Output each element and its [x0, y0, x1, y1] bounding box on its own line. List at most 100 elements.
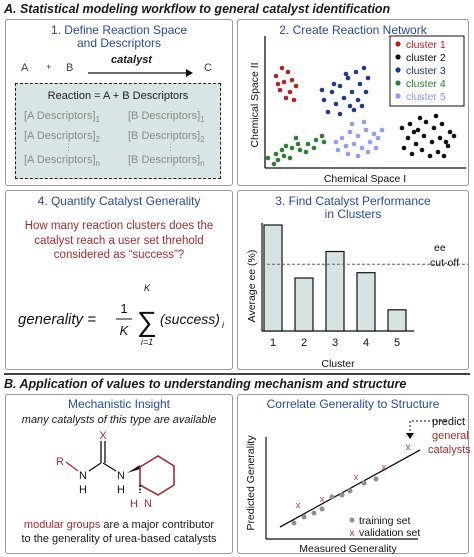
ee-bar-chart: Average ee (%) ee cut-off 1 2 3 4 5 Cluster — [246, 223, 468, 370]
cluster-1-point — [285, 69, 291, 75]
cluster-2-point — [439, 121, 445, 127]
cluster-4-point — [283, 143, 289, 149]
generality-equation: generality = 1 K K ∑ i=1 (success) i — [18, 283, 225, 347]
cluster-5-point — [371, 131, 377, 137]
training-point — [361, 480, 367, 486]
cluster-3-point — [321, 97, 327, 103]
panel-reaction-network: 2. Create Reaction Network Chemical Spac… — [237, 19, 469, 186]
generality-parity-plot: Predicted Generality Measured Generality… — [245, 416, 470, 555]
cluster-3-point — [319, 87, 325, 93]
cutoff-label-cutoff: cut-off — [430, 257, 459, 269]
cluster-4-point — [279, 147, 285, 153]
atom-n3: N — [144, 498, 152, 510]
svg-text:K: K — [144, 283, 151, 293]
a-descriptor-1: [A Descriptors]1 — [24, 110, 100, 125]
cluster-5-point — [375, 135, 381, 141]
atom-r: R — [56, 456, 64, 468]
panel2-title: 2. Create Reaction Network — [279, 23, 427, 37]
section-a-title: A. Statistical modeling workflow to gene… — [4, 2, 391, 16]
svg-text:i=1: i=1 — [141, 337, 153, 347]
cluster-3-point — [331, 81, 337, 87]
b-descriptor-n: [B Descriptors]n — [128, 154, 205, 169]
cluster-5-point — [355, 153, 361, 159]
cluster-4-point — [321, 139, 327, 145]
bar-cluster-1 — [263, 224, 283, 332]
legend-label-cluster-3: cluster 3 — [406, 65, 446, 77]
cluster-2-point — [409, 151, 415, 157]
catalyst-availability-note: many catalysts of this type are availabl… — [21, 414, 217, 426]
cluster-legend — [389, 35, 465, 107]
cluster-1-point — [287, 89, 293, 95]
cluster-3-point — [337, 111, 343, 117]
cluster-3-point — [351, 107, 357, 113]
bar-tick-label-1: 1 — [270, 337, 276, 349]
bar-cluster-3 — [325, 250, 345, 332]
cluster-2-point — [399, 125, 405, 131]
legend-training-marker — [349, 517, 355, 523]
urea-catalyst-structure: R N H X N H H N — [56, 430, 175, 510]
bar-tick-label-3: 3 — [332, 337, 338, 349]
cluster-3-point — [343, 71, 349, 77]
validation-point: x — [320, 494, 325, 504]
cluster-2-point — [407, 121, 413, 127]
atom-n1: N — [79, 470, 87, 482]
bar-tick-label-2: 2 — [301, 337, 307, 349]
cluster-4-point — [289, 145, 295, 151]
training-point — [301, 514, 307, 520]
cluster-2-point — [417, 115, 423, 121]
cluster-4-point — [295, 141, 301, 147]
reaction-arrow-icon — [88, 69, 193, 77]
cluster-4-point — [319, 133, 325, 139]
cluster-5-point — [351, 141, 357, 147]
cluster-2-point — [401, 145, 407, 151]
bar-cluster-2 — [294, 277, 314, 332]
cluster-1-point — [273, 73, 279, 79]
svg-text:i: i — [222, 320, 225, 330]
section-b-title: B. Application of values to understandin… — [4, 377, 407, 391]
training-point — [311, 510, 317, 516]
b-vdots: ⋮ — [166, 142, 175, 152]
cluster-3-point — [353, 69, 359, 75]
legend-validation-label: validation set — [359, 527, 420, 539]
legend-marker-cluster-5 — [395, 93, 401, 99]
panel-quantify-generality: 4. Quantify Catalyst Generality How many… — [5, 190, 233, 370]
cluster-scatter-plot: Chemical Space II Chemical Space I clust… — [249, 35, 466, 185]
cluster-3-point — [325, 109, 331, 115]
cluster-4-point — [281, 153, 287, 159]
cluster-5-point — [349, 121, 355, 127]
validation-point: x — [354, 472, 359, 482]
cluster-2-point — [435, 149, 441, 155]
parity-ylabel: Predicted Generality — [245, 435, 257, 531]
legend-label-cluster-1: cluster 1 — [406, 39, 446, 51]
cluster-2-point — [405, 135, 411, 141]
cluster-2-point — [447, 129, 453, 135]
cluster-3-point — [345, 75, 351, 81]
cluster-5-point — [359, 145, 365, 151]
cluster-3-point — [357, 81, 363, 87]
panel5-title: Mechanistic Insight — [67, 397, 171, 411]
panel6-title: Correlate Generality to Structure — [266, 397, 440, 411]
plus-sign: + — [46, 62, 52, 72]
cluster-4-point — [293, 135, 299, 141]
cluster-2-point — [431, 125, 437, 131]
cluster-3-point — [361, 65, 367, 71]
predict-general-label: general — [432, 430, 469, 442]
panel1-title-line2: and Descriptors — [76, 36, 162, 50]
modular-groups-note: modular groups are a major contributor t… — [21, 519, 217, 545]
section-divider — [4, 373, 470, 375]
network-ylabel: Chemical Space II — [249, 62, 261, 147]
training-point — [373, 476, 379, 482]
cluster-5-point — [339, 135, 345, 141]
panel-catalyst-performance: 3. Find Catalyst Performance in Clusters… — [237, 190, 469, 370]
atom-h1: H — [79, 484, 87, 496]
legend-marker-cluster-3 — [395, 67, 401, 73]
b-descriptor-2: [B Descriptors]2 — [128, 130, 205, 145]
cluster-2-point — [411, 129, 417, 135]
cluster-3-point — [329, 89, 335, 95]
legend-label-cluster-4: cluster 4 — [406, 78, 446, 90]
validation-point: x — [406, 442, 411, 452]
cluster-4-point — [313, 137, 319, 143]
panel-define-reaction-space: 1. Define Reaction Space and Descriptors… — [5, 19, 233, 186]
cluster-2-point — [445, 143, 451, 149]
training-point — [319, 506, 325, 512]
